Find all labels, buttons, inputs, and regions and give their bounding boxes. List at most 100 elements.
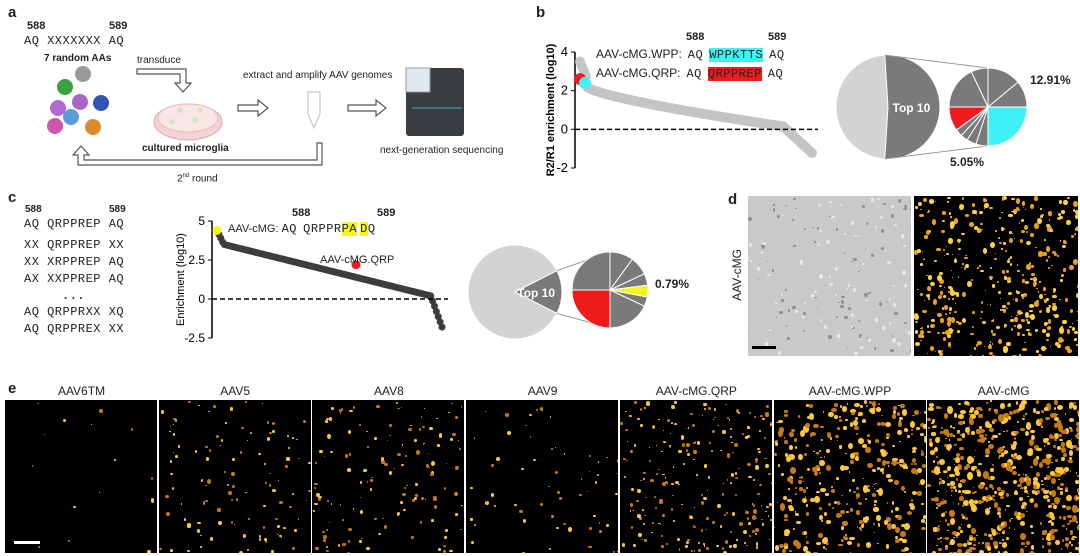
cell-spot (947, 321, 952, 327)
cell-spot (1011, 470, 1018, 476)
cell-spot (1071, 537, 1075, 540)
cell-spot (974, 409, 980, 416)
cell-spot (1031, 531, 1034, 535)
cell-spot (424, 498, 426, 500)
cell-spot (443, 549, 447, 553)
cell-spot (484, 410, 487, 412)
cell-spot (1041, 409, 1044, 413)
cell-spot (828, 334, 832, 339)
cell-spot (652, 425, 656, 429)
cell-spot (755, 464, 760, 470)
cell-spot (1076, 488, 1080, 493)
cell-spot (816, 226, 820, 231)
cell-spot (945, 491, 948, 493)
cell-spot (867, 485, 870, 488)
cell-spot (822, 536, 829, 545)
cell-spot (955, 320, 959, 324)
pie-top10-label: Top 10 (893, 101, 931, 115)
cell-spot (923, 515, 926, 519)
cell-spot (268, 484, 272, 487)
cell-spot (745, 510, 750, 515)
cell-spot (799, 487, 804, 491)
cell-spot (928, 407, 934, 412)
cell-spot (999, 541, 1002, 545)
cell-spot (873, 347, 877, 350)
cell-spot (945, 329, 951, 335)
cell-spot (383, 525, 387, 530)
cell-spot (932, 299, 937, 305)
cell-spot (473, 524, 477, 527)
cell-spot (1075, 225, 1078, 230)
cell-spot (1012, 440, 1018, 447)
cell-spot (1026, 263, 1031, 270)
cell-spot (1065, 542, 1070, 547)
cell-spot (643, 477, 645, 481)
cell-spot (729, 544, 732, 548)
cell-spot (765, 412, 769, 417)
cell-spot (147, 549, 151, 553)
cell-spot (734, 442, 738, 447)
cell-spot (640, 408, 643, 411)
cell-spot (791, 428, 796, 433)
cell-spot (865, 446, 871, 454)
cell-spot (705, 547, 709, 550)
cell-spot (958, 203, 964, 210)
cell-spot (858, 438, 865, 444)
cell-spot (823, 456, 825, 458)
cell-spot (989, 427, 994, 433)
cell-spot (933, 527, 937, 532)
cell-spot (327, 499, 329, 503)
cell-spot (1011, 328, 1014, 332)
cell-spot (903, 283, 907, 287)
cell-spot (927, 286, 931, 292)
cell-spot (1063, 268, 1066, 272)
cell-spot (616, 551, 618, 553)
cell-spot (880, 421, 886, 427)
variant-insert: WPPKTTS (709, 48, 764, 62)
cell-spot (762, 523, 764, 526)
cell-spot (924, 258, 926, 260)
cell-spot (796, 520, 802, 524)
cell-spot (894, 507, 899, 511)
cell-spot (1074, 402, 1076, 404)
cell-spot (659, 499, 663, 504)
cell-spot (1077, 475, 1079, 477)
workflow-diagram (47, 66, 464, 166)
cell-spot (989, 467, 995, 473)
cell-spot (989, 206, 993, 209)
cell-spot (934, 201, 936, 203)
cell-spot (491, 463, 495, 468)
second-round-arrow-icon (71, 142, 323, 166)
cell-spot (938, 477, 942, 481)
cell-spot (521, 467, 525, 471)
cell-spot (220, 439, 223, 442)
cell-spot (919, 263, 924, 266)
cell-spot (1046, 338, 1049, 342)
cell-spot (1065, 489, 1068, 492)
cell-spot (960, 433, 964, 436)
cell-spot (810, 432, 816, 437)
cell-spot (1061, 493, 1063, 495)
cell-spot (44, 433, 46, 435)
cell-spot (924, 456, 926, 458)
cell-spot (989, 475, 995, 481)
cell-spot (1025, 230, 1029, 234)
cell-spot (522, 518, 526, 524)
cell-spot (965, 514, 967, 517)
cell-spot (939, 278, 945, 284)
cell-spot (808, 403, 813, 409)
cell-spot (641, 538, 644, 541)
cell-spot (1023, 473, 1025, 476)
cell-spot (990, 320, 994, 322)
cell-spot (1035, 471, 1040, 478)
cell-spot (1007, 278, 1011, 283)
cell-spot (550, 447, 553, 450)
cell-spot (1010, 444, 1016, 451)
column-label: AAV8 (373, 384, 404, 398)
cell-spot (722, 551, 727, 553)
cell-spot (748, 475, 752, 478)
cell-spot (957, 542, 964, 547)
cell-spot (400, 463, 405, 467)
cell-spot (881, 471, 884, 474)
cell-spot (713, 416, 716, 419)
